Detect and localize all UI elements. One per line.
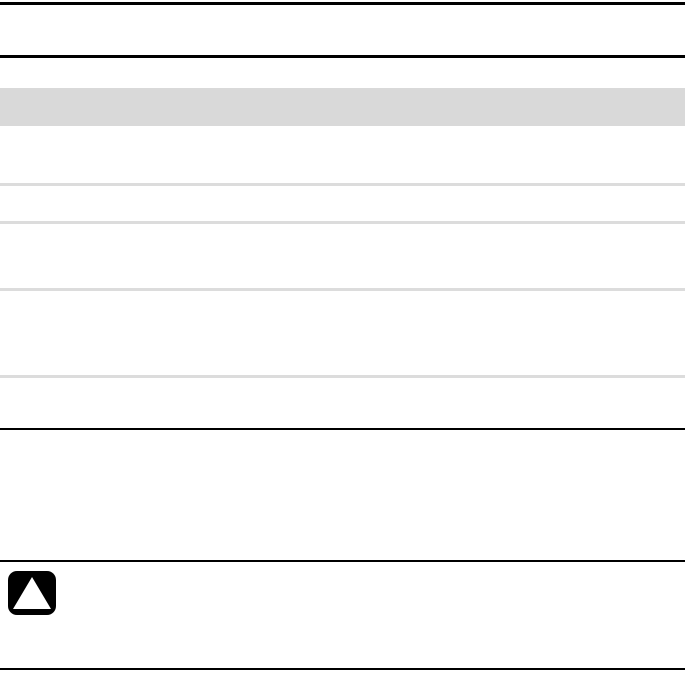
footer-text: [10, 645, 670, 663]
table-row: [10, 192, 670, 216]
bottom-rule: [0, 668, 685, 670]
body-paragraph: [10, 442, 670, 552]
caution-block-top-rule: [0, 560, 685, 562]
header-separator-rule: [0, 55, 685, 58]
row-separator-rule: [0, 183, 685, 186]
caution-triangle-icon: [8, 571, 56, 615]
table-bottom-rule: [0, 428, 685, 430]
table-row: [10, 232, 670, 282]
row-separator-rule: [0, 375, 685, 378]
row-separator-rule: [0, 221, 685, 224]
table-row: [10, 140, 670, 178]
table-header-band: [0, 88, 685, 126]
table-row: [10, 298, 670, 368]
table-row: [10, 385, 670, 423]
row-separator-rule: [0, 288, 685, 291]
caution-text: [68, 574, 668, 634]
top-rule: [0, 2, 685, 5]
title-row-text: [10, 18, 670, 50]
